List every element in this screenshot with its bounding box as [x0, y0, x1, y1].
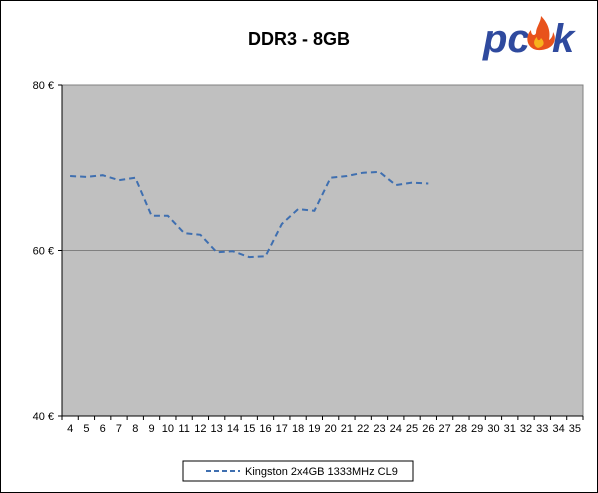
x-tick-label: 34: [552, 423, 564, 435]
x-tick-label: 14: [227, 423, 239, 435]
x-tick-label: 22: [357, 423, 369, 435]
pcsk-logo: pc k: [482, 16, 576, 61]
x-tick-label: 9: [148, 423, 154, 435]
axis-layer: 40 € 60 € 80 € 4 5 6 7 8 9 10 11 12 13 14 15 16 17 18 19 20…: [33, 80, 584, 435]
x-tick-label: 19: [308, 423, 320, 435]
x-tick-label: 8: [132, 423, 138, 435]
legend-label: Kingston 2x4GB 1333MHz CL9: [245, 466, 398, 478]
x-tick-label: 18: [292, 423, 304, 435]
flame-icon: [527, 16, 555, 51]
x-tick-label: 15: [243, 423, 255, 435]
series-line: [70, 170, 429, 259]
x-tick-label: 6: [100, 423, 106, 435]
x-tick-label: 24: [390, 423, 402, 435]
x-tick-label: 12: [194, 423, 206, 435]
x-tick-label: 31: [504, 423, 516, 435]
series-layer: [70, 170, 429, 259]
x-tick-label: 29: [471, 423, 483, 435]
y-tick-label: 80 €: [33, 80, 54, 92]
x-tick-label: 26: [422, 423, 434, 435]
legend: Kingston 2x4GB 1333MHz CL9: [182, 460, 414, 482]
x-tick-label: 33: [536, 423, 548, 435]
x-tick-label: 7: [116, 423, 122, 435]
x-tick-label: 10: [162, 423, 174, 435]
x-tick-label: 16: [259, 423, 271, 435]
y-tick-label: 40 €: [33, 411, 54, 423]
x-tick-label: 5: [83, 423, 89, 435]
x-tick-label: 21: [341, 423, 353, 435]
y-tick-label: 60 €: [33, 246, 54, 258]
legend-box: [182, 460, 414, 482]
x-tick-label: 17: [276, 423, 288, 435]
logo-wordmark: pc: [482, 17, 530, 61]
x-tick-label: 35: [569, 423, 581, 435]
x-tick-label: 30: [487, 423, 499, 435]
x-tick-label: 4: [67, 423, 73, 435]
x-tick-label: 32: [520, 423, 532, 435]
x-tick-label: 28: [455, 423, 467, 435]
x-tick-label: 25: [406, 423, 418, 435]
x-tick-label: 13: [211, 423, 223, 435]
chart-title: DDR3 - 8GB: [248, 29, 350, 49]
logo-wordmark-end: k: [552, 17, 576, 61]
x-tick-label: 27: [438, 423, 450, 435]
x-tick-label: 23: [373, 423, 385, 435]
x-tick-label: 20: [325, 423, 337, 435]
x-tick-label: 11: [178, 423, 189, 435]
